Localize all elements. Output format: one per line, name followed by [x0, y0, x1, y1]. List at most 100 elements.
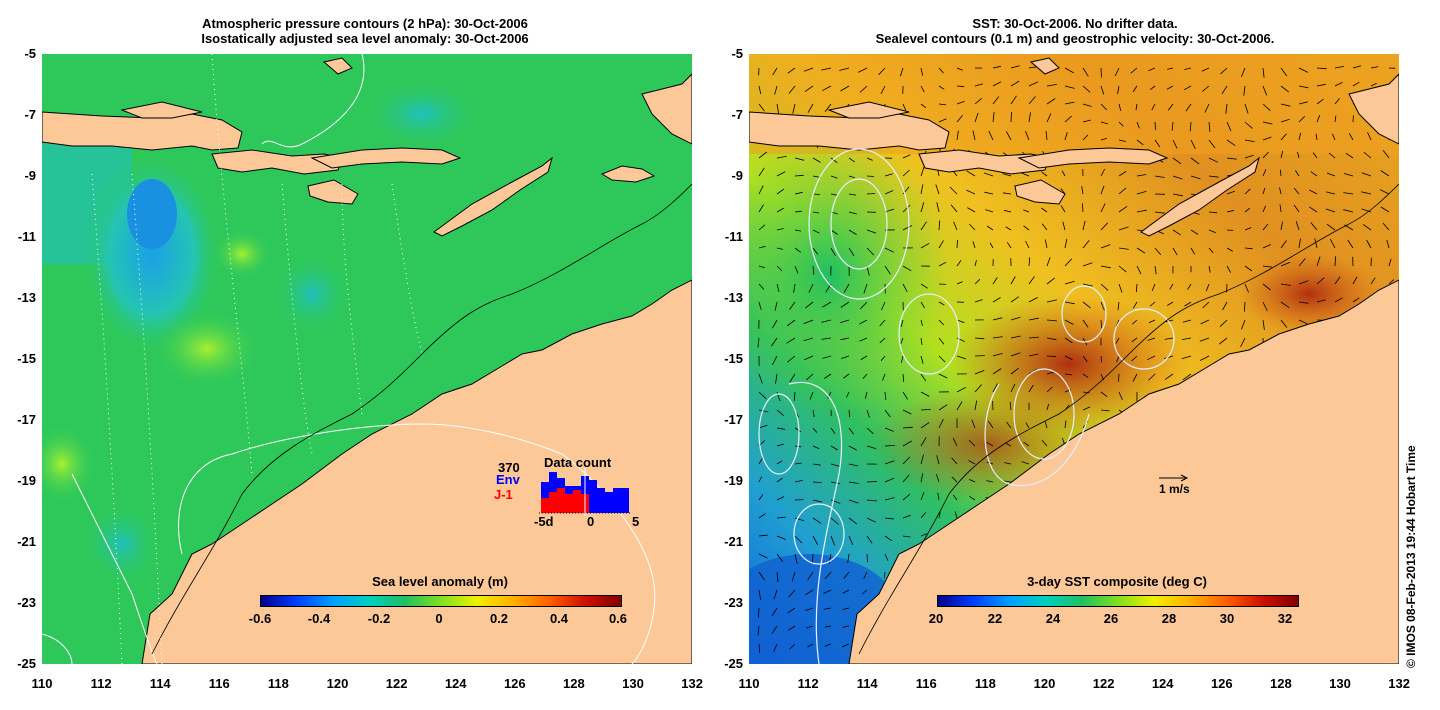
velocity-arrow	[881, 301, 886, 311]
velocity-arrow	[1241, 67, 1246, 77]
sla-tick-4: 0.2	[489, 611, 509, 626]
velocity-arrow	[1010, 111, 1012, 123]
x-tick-label: 120	[326, 676, 349, 691]
velocity-arrow	[791, 571, 796, 582]
velocity-arrow	[812, 517, 822, 524]
velocity-arrow	[1148, 319, 1156, 324]
velocity-arrow	[1185, 103, 1192, 112]
velocity-arrow	[956, 239, 958, 249]
velocity-arrow	[776, 443, 784, 447]
velocity-arrow	[794, 229, 802, 232]
velocity-arrow	[883, 571, 886, 579]
velocity-arrow	[920, 391, 930, 397]
y-tick-label: -23	[17, 595, 36, 610]
velocity-arrow	[841, 355, 850, 359]
x-tick-label: 110	[31, 676, 53, 691]
velocity-arrow	[794, 191, 803, 195]
velocity-arrow	[866, 427, 874, 435]
velocity-arrow	[1226, 265, 1232, 273]
velocity-arrow	[1262, 205, 1266, 213]
y-tick-label: -5	[731, 46, 743, 61]
velocity-arrow	[812, 481, 822, 483]
x-tick-label: 128	[563, 676, 585, 691]
velocity-arrow	[824, 103, 832, 113]
velocity-arrow	[989, 242, 994, 249]
velocity-arrow	[1208, 229, 1216, 234]
velocity-arrow	[1147, 337, 1156, 341]
velocity-arrow	[949, 186, 958, 195]
velocity-arrow	[1010, 335, 1021, 339]
velocity-arrow	[992, 353, 1003, 357]
velocity-arrow	[1172, 193, 1183, 197]
velocity-arrow	[1028, 112, 1031, 123]
velocity-arrow	[827, 391, 832, 399]
velocity-arrow	[920, 373, 927, 382]
velocity-arrow	[1064, 85, 1075, 89]
velocity-arrow	[859, 337, 868, 342]
velocity-arrow	[966, 170, 976, 177]
velocity-arrow	[1115, 337, 1120, 344]
velocity-arrow	[776, 571, 779, 582]
velocity-arrow	[1205, 283, 1210, 292]
velocity-arrow	[1023, 225, 1030, 231]
velocity-arrow	[956, 319, 965, 324]
velocity-arrow	[920, 166, 925, 177]
velocity-arrow	[902, 373, 905, 382]
velocity-arrow	[1208, 139, 1216, 149]
velocity-arrow	[1010, 367, 1019, 375]
velocity-arrow	[902, 426, 913, 429]
velocity-arrow	[1201, 67, 1210, 72]
velocity-arrow	[920, 202, 925, 213]
velocity-arrow	[1082, 134, 1089, 141]
velocity-arrow	[950, 204, 958, 213]
velocity-arrow	[966, 189, 976, 195]
velocity-arrow	[938, 373, 948, 379]
velocity-arrow	[1006, 421, 1012, 429]
velocity-arrow	[848, 517, 858, 525]
velocity-arrow	[938, 118, 947, 123]
sealevel-contour	[758, 393, 800, 475]
velocity-arrow	[968, 460, 976, 465]
velocity-arrow	[902, 204, 911, 213]
velocity-arrow	[968, 440, 976, 447]
velocity-arrow	[804, 355, 814, 361]
sst-land-australia	[848, 279, 1399, 664]
velocity-arrow	[1361, 172, 1372, 177]
velocity-arrow	[1280, 301, 1290, 309]
velocity-arrow	[1023, 209, 1030, 213]
velocity-arrow	[1244, 207, 1251, 213]
velocity-arrow	[936, 455, 940, 465]
velocity-arrow	[1280, 283, 1291, 286]
velocity-arrow	[971, 419, 976, 429]
velocity-arrow	[884, 247, 895, 253]
velocity-arrow	[1041, 439, 1048, 447]
velocity-arrow	[776, 427, 786, 430]
velocity-arrow	[938, 337, 945, 345]
velocity-arrow	[786, 319, 796, 327]
velocity-arrow	[938, 67, 944, 74]
velocity-arrow	[884, 517, 895, 520]
velocity-arrow	[1280, 221, 1283, 231]
velocity-arrow	[1149, 301, 1156, 307]
left-title-line2: Isostatically adjusted sea level anomaly…	[201, 31, 529, 46]
velocity-arrow	[1100, 283, 1109, 291]
inset-xtick-0: 0	[587, 514, 595, 529]
sst-tick-2: 24	[1045, 611, 1061, 626]
velocity-arrow	[812, 499, 823, 503]
velocity-arrow	[1352, 81, 1360, 87]
isobath	[151, 183, 692, 655]
velocity-arrow	[938, 404, 948, 411]
velocity-arrow	[824, 373, 832, 379]
velocity-arrow	[812, 445, 820, 450]
velocity-arrow	[920, 103, 927, 109]
velocity-arrow	[1262, 121, 1273, 125]
velocity-arrow	[1100, 185, 1105, 195]
velocity-arrow	[1082, 373, 1089, 378]
velocity-arrow	[1280, 150, 1284, 159]
velocity-arrow	[821, 337, 832, 340]
velocity-arrow	[1002, 173, 1012, 177]
land-north-islands	[120, 101, 203, 119]
velocity-arrow	[1244, 188, 1251, 195]
velocity-arrow	[758, 476, 763, 483]
velocity-arrow	[935, 184, 940, 195]
